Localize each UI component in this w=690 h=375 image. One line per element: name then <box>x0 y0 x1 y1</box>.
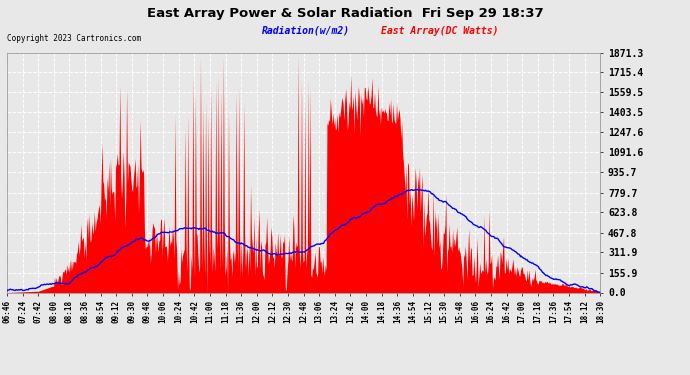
Text: East Array(DC Watts): East Array(DC Watts) <box>381 26 498 36</box>
Text: Copyright 2023 Cartronics.com: Copyright 2023 Cartronics.com <box>7 34 141 43</box>
Text: East Array Power & Solar Radiation  Fri Sep 29 18:37: East Array Power & Solar Radiation Fri S… <box>147 8 543 21</box>
Text: Radiation(w/m2): Radiation(w/m2) <box>262 26 351 36</box>
